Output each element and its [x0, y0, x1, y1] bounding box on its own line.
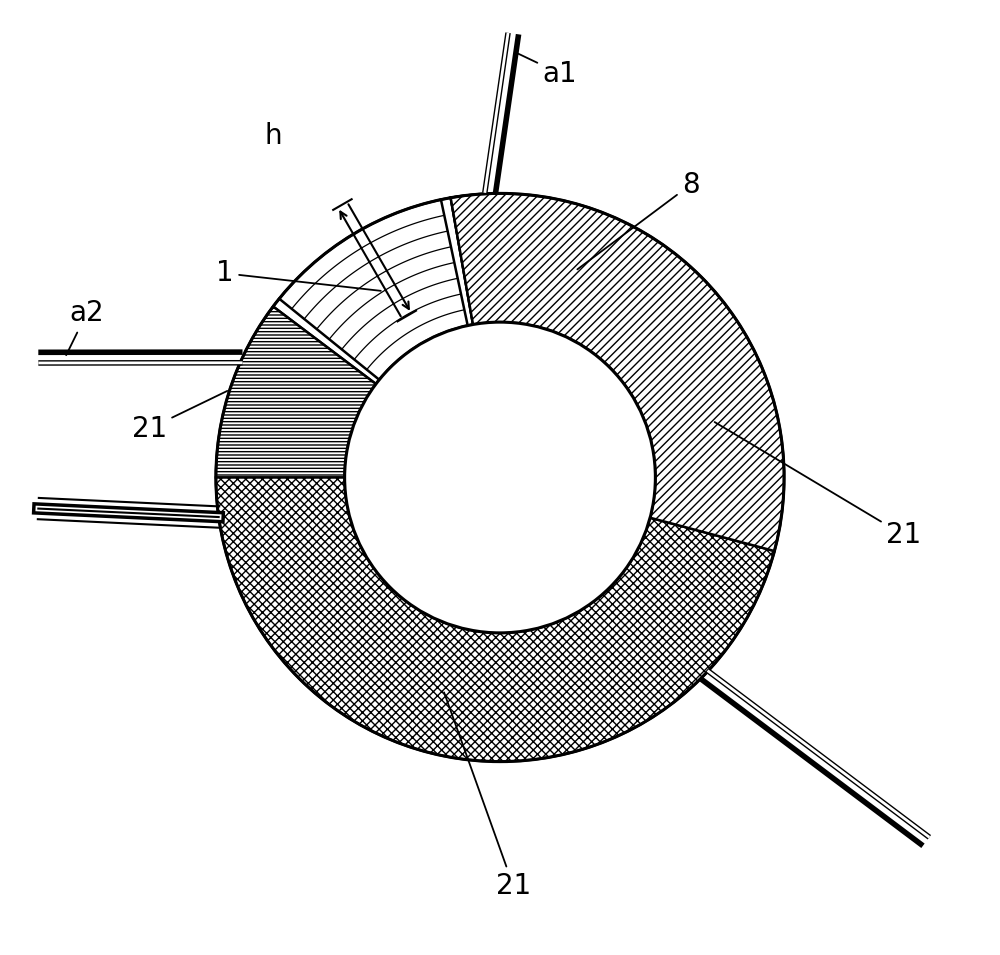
- Text: 1: 1: [216, 260, 381, 291]
- Text: 21: 21: [444, 692, 531, 900]
- Text: a2: a2: [66, 299, 104, 355]
- Wedge shape: [273, 198, 473, 384]
- Text: 8: 8: [577, 171, 700, 269]
- Wedge shape: [451, 194, 784, 551]
- Wedge shape: [216, 478, 774, 761]
- Circle shape: [345, 322, 655, 633]
- Wedge shape: [216, 307, 376, 478]
- Text: 21: 21: [715, 422, 921, 549]
- Text: 21: 21: [132, 391, 227, 443]
- Wedge shape: [451, 194, 510, 325]
- Text: a1: a1: [516, 53, 577, 88]
- Text: h: h: [265, 121, 282, 150]
